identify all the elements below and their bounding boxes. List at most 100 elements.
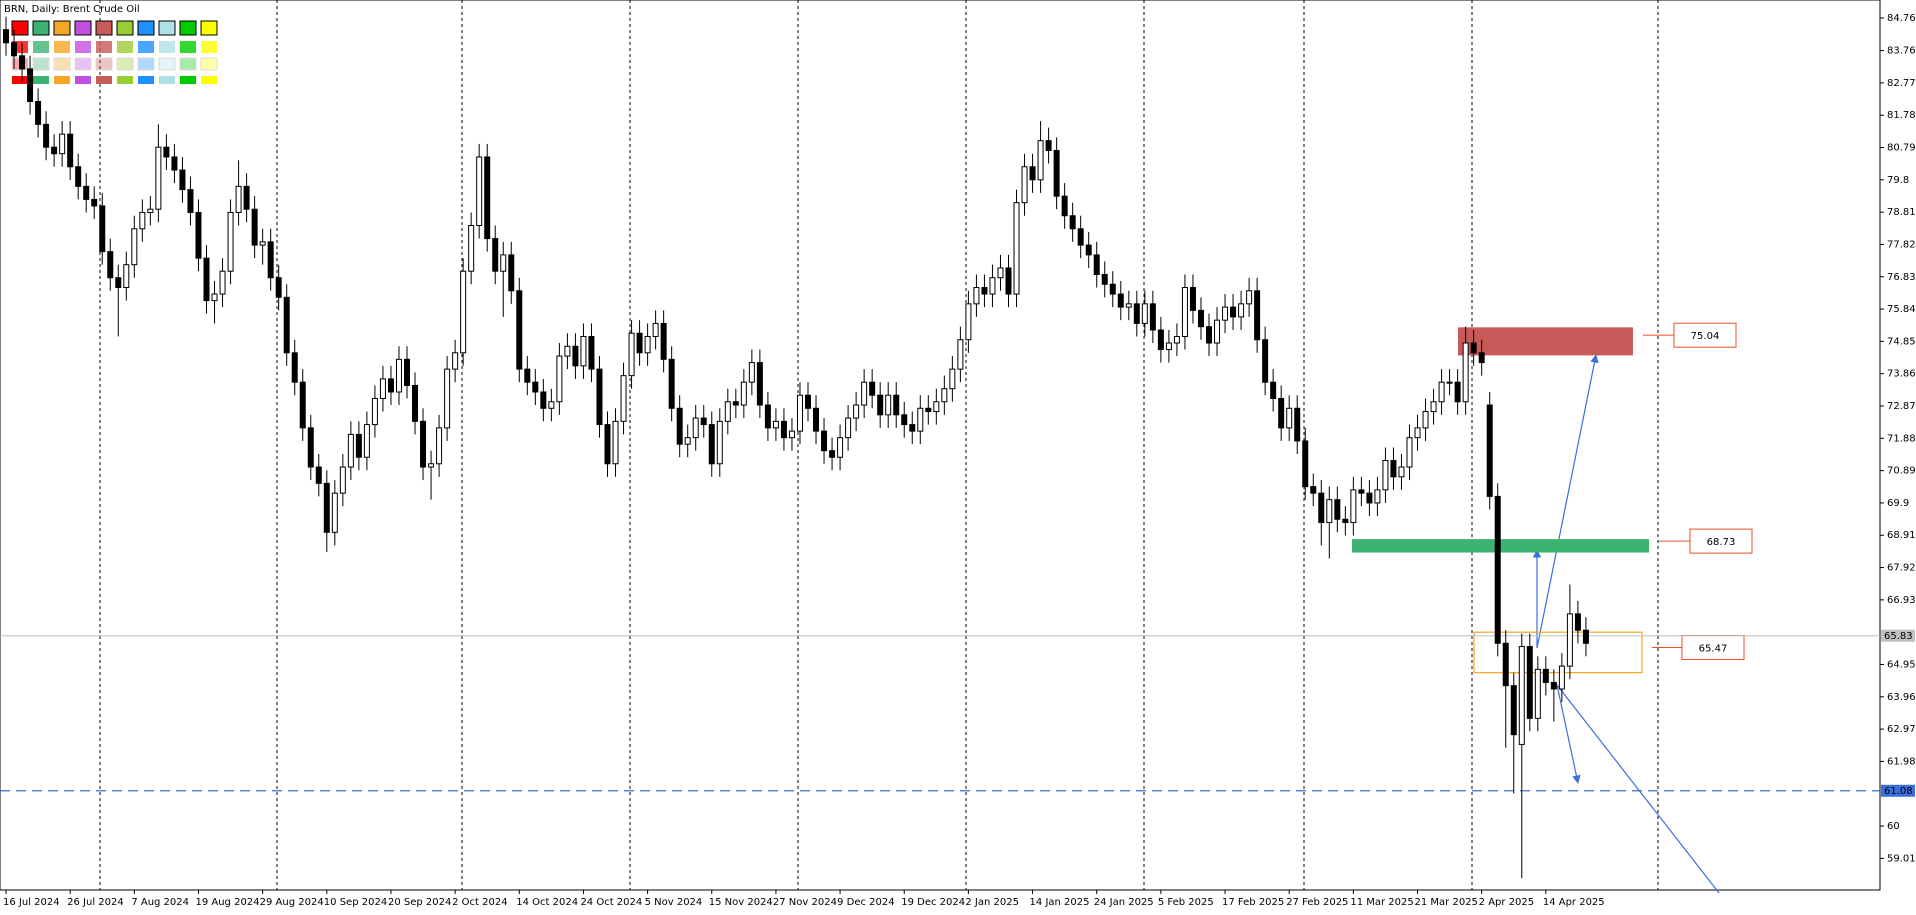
candle-body	[1085, 244, 1092, 256]
candle-body	[516, 290, 523, 370]
candle-body	[219, 270, 226, 295]
candle-body	[339, 466, 346, 494]
candle-body	[1029, 166, 1036, 181]
candle-body	[1326, 499, 1333, 524]
zone-label: 65.47	[1699, 644, 1728, 655]
candle-body	[772, 420, 779, 429]
panel-swatch	[95, 57, 113, 71]
panel-swatch	[180, 41, 196, 53]
candle-body	[67, 133, 74, 168]
x-tick-label: 7 Aug 2024	[131, 897, 189, 908]
candle-body	[1350, 489, 1357, 524]
trend-line	[1556, 684, 1720, 894]
panel-swatch	[96, 76, 112, 84]
panel-swatch	[200, 20, 218, 36]
candle-body	[1478, 352, 1485, 364]
candle-body	[11, 42, 18, 57]
candle-body	[652, 322, 659, 337]
x-tick-label: 5 Nov 2024	[645, 897, 703, 908]
candle-body	[1294, 407, 1301, 442]
candle-body	[1230, 306, 1237, 318]
candle-body	[1446, 381, 1453, 384]
candle-body	[1013, 202, 1020, 295]
panel-swatch	[179, 57, 197, 71]
candle-body	[147, 208, 154, 213]
candle-body	[1173, 335, 1180, 344]
trend-arrows	[1532, 354, 1720, 894]
candle-body	[1454, 381, 1461, 403]
zone-label-box	[1689, 528, 1753, 554]
panel-swatch	[201, 41, 217, 53]
panel-swatch	[116, 57, 134, 71]
candle-body	[636, 332, 643, 354]
candle-body	[788, 430, 795, 439]
candle-body	[805, 394, 811, 409]
candle-body	[315, 466, 322, 484]
candle-body	[1438, 381, 1445, 403]
panel-swatch	[117, 41, 133, 53]
candle-body	[1510, 685, 1517, 736]
panel-swatch	[201, 76, 217, 84]
candle-body	[323, 482, 330, 533]
candle-body	[1550, 681, 1557, 690]
panel-swatch	[11, 20, 29, 36]
candle-body	[885, 394, 892, 416]
candle-body	[355, 433, 362, 458]
panel-swatch	[33, 41, 49, 53]
candle-body	[1197, 309, 1204, 328]
candle-body	[1278, 397, 1285, 429]
candle-body	[99, 205, 106, 253]
candle-body	[1181, 287, 1188, 337]
candle-body	[740, 381, 747, 406]
candle-body	[363, 424, 370, 458]
candle-body	[179, 169, 186, 191]
candle-body	[1214, 319, 1221, 344]
y-tick-label: 70.89	[1887, 466, 1916, 477]
candle-body	[692, 417, 699, 439]
candle-body	[1021, 166, 1028, 204]
candle-body	[941, 388, 948, 403]
candle-body	[1502, 642, 1509, 687]
candle-body	[1141, 303, 1148, 324]
candle-body	[1358, 489, 1365, 494]
candle-body	[267, 241, 274, 279]
candle-body	[644, 335, 651, 354]
support-tag	[1881, 784, 1915, 797]
zone-label: 68.73	[1707, 537, 1736, 548]
candle-body	[371, 397, 378, 426]
candle-body	[548, 401, 555, 409]
panel-swatch	[159, 41, 175, 53]
candle-body	[748, 362, 755, 383]
last-price-label: 65.83	[1884, 631, 1913, 642]
candle-body	[708, 424, 715, 465]
panel-swatch	[138, 76, 154, 84]
candle-body	[1053, 149, 1060, 197]
candle-body	[91, 198, 98, 207]
x-tick-label: 24 Oct 2024	[580, 897, 642, 908]
candle-body	[1462, 342, 1469, 403]
candle-body	[1270, 381, 1277, 399]
candle-body	[19, 55, 26, 70]
y-tick-label: 83.76	[1887, 46, 1916, 57]
candle-body	[1390, 460, 1397, 478]
candle-body	[420, 420, 427, 468]
panel-swatch	[74, 20, 92, 36]
candle-body	[628, 332, 635, 377]
candle-body	[227, 211, 234, 272]
candle-body	[532, 381, 539, 393]
candle-body	[27, 68, 34, 102]
x-tick-label: 21 Mar 2025	[1415, 897, 1478, 908]
candle-body	[203, 257, 210, 302]
candle-body	[1246, 290, 1253, 305]
candle-body	[35, 100, 42, 125]
candle-body	[3, 29, 9, 44]
candle-body	[1366, 492, 1373, 504]
candle-body	[251, 208, 258, 246]
candle-body	[1342, 518, 1349, 524]
panel-swatch	[53, 57, 71, 71]
candle-body	[957, 339, 964, 370]
price-zone	[1473, 631, 1643, 674]
x-tick-label: 15 Nov 2024	[709, 897, 773, 908]
candle-body	[756, 362, 763, 406]
candle-body	[131, 228, 138, 266]
